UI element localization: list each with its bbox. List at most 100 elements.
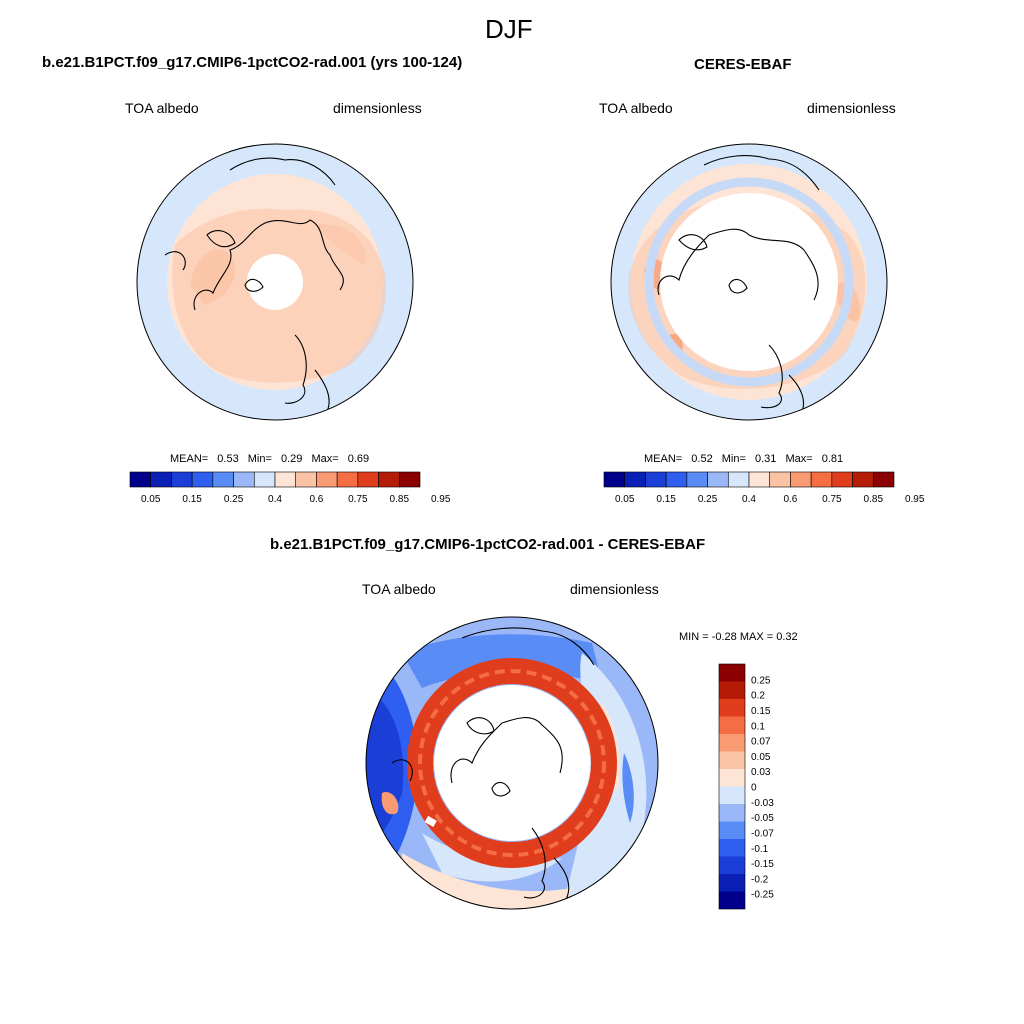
obs-variable-label: TOA albedo xyxy=(599,100,673,116)
obs-colorbar-swatch xyxy=(831,471,853,488)
model-colorbar-tick-label: 0.85 xyxy=(390,494,410,505)
model-colorbar-tick-label: 0.6 xyxy=(309,494,323,505)
obs-panel-title: CERES-EBAF xyxy=(694,56,792,73)
model-colorbar-swatch xyxy=(316,471,338,488)
diff-colorbar-swatch xyxy=(719,804,745,822)
diff-colorbar-tick-label: 0.25 xyxy=(751,675,771,686)
model-colorbar-tick-label: 0.05 xyxy=(141,494,161,505)
model-colorbar-swatch xyxy=(212,471,234,488)
diff-colorbar-tick-label: -0.05 xyxy=(751,813,774,824)
diff-colorbar-swatch xyxy=(719,699,745,717)
model-colorbar-swatch xyxy=(233,471,255,488)
obs-polar-map xyxy=(610,143,888,421)
model-panel-title: b.e21.B1PCT.f09_g17.CMIP6-1pctCO2-rad.00… xyxy=(42,54,463,71)
model-colorbar-swatch xyxy=(129,471,152,488)
model-colorbar-swatch xyxy=(336,471,359,488)
model-max-value: 0.69 xyxy=(347,453,370,465)
obs-colorbar-swatch xyxy=(790,471,812,488)
model-colorbar-swatch xyxy=(357,471,379,488)
model-colorbar-tick-label: 0.95 xyxy=(431,494,451,505)
model-colorbar-tick-label: 0.75 xyxy=(348,494,368,505)
model-colorbar: 0.05 0.15 0.25 0.4 0.6 0.75 0.85 0.95 xyxy=(129,471,451,505)
diff-colorbar-swatch xyxy=(719,891,745,909)
obs-colorbar-tick-label: 0.6 xyxy=(783,494,797,505)
obs-colorbar-tick-label: 0.4 xyxy=(742,494,756,505)
diff-colorbar-tick-label: -0.07 xyxy=(751,828,774,839)
diff-variable-label: TOA albedo xyxy=(362,581,436,597)
model-colorbar-swatch xyxy=(150,471,172,488)
obs-colorbar-tick-label: 0.85 xyxy=(864,494,884,505)
model-colorbar-tick-label: 0.25 xyxy=(224,494,244,505)
figure-title: DJF xyxy=(485,14,533,44)
model-colorbar-swatch xyxy=(274,471,297,488)
obs-min-label: Min= xyxy=(721,453,746,465)
obs-colorbar-swatch xyxy=(727,471,750,488)
obs-colorbar-swatch xyxy=(645,471,667,488)
model-min-label: Min= xyxy=(247,453,272,465)
obs-colorbar-swatch xyxy=(665,471,688,488)
obs-stats: MEAN= 0.52 Min= 0.31 Max= 0.81 xyxy=(644,453,843,465)
obs-units-label: dimensionless xyxy=(807,100,896,116)
obs-colorbar-tick-label: 0.75 xyxy=(822,494,842,505)
diff-colorbar-swatch xyxy=(719,681,745,699)
obs-colorbar: 0.05 0.15 0.25 0.4 0.6 0.75 0.85 0.95 xyxy=(603,471,925,505)
obs-colorbar-swatch xyxy=(603,471,626,488)
diff-colorbar-tick-label: -0.1 xyxy=(751,844,769,855)
model-colorbar-swatch xyxy=(253,471,276,488)
model-mean-value: 0.53 xyxy=(217,453,239,465)
diff-colorbar-swatch xyxy=(719,664,745,682)
obs-colorbar-tick-label: 0.05 xyxy=(615,494,635,505)
model-polar-map xyxy=(136,143,414,421)
obs-mean-label: MEAN= xyxy=(644,453,683,465)
obs-colorbar-swatch xyxy=(686,471,708,488)
diff-colorbar-swatch xyxy=(719,786,745,804)
obs-colorbar-swatch xyxy=(707,471,729,488)
diff-colorbar: 0.25 0.2 0.15 0.1 0.07 0.05 0.03 0 -0.03 -0.05 -0.… xyxy=(718,663,774,910)
diff-colorbar-tick-label: -0.15 xyxy=(751,859,774,870)
diff-colorbar-swatch xyxy=(719,839,745,857)
obs-colorbar-swatch xyxy=(872,471,895,488)
obs-max-value: 0.81 xyxy=(821,453,844,465)
diff-polar-map xyxy=(365,616,659,910)
obs-colorbar-tick-label: 0.95 xyxy=(905,494,925,505)
diff-colorbar-swatch xyxy=(719,856,745,874)
obs-colorbar-swatch xyxy=(769,471,791,488)
model-variable-label: TOA albedo xyxy=(125,100,199,116)
diff-colorbar-tick-label: 0.15 xyxy=(751,706,771,717)
diff-colorbar-swatch xyxy=(719,874,745,892)
obs-mean-value: 0.52 xyxy=(691,453,713,465)
diff-colorbar-tick-label: 0 xyxy=(751,783,757,794)
diff-minmax-text: MIN = -0.28 MAX = 0.32 xyxy=(679,631,798,643)
model-mean-label: MEAN= xyxy=(170,453,209,465)
obs-colorbar-tick-label: 0.25 xyxy=(698,494,718,505)
model-colorbar-tick-label: 0.15 xyxy=(182,494,202,505)
diff-panel-title: b.e21.B1PCT.f09_g17.CMIP6-1pctCO2-rad.00… xyxy=(270,536,706,553)
model-colorbar-swatch xyxy=(378,471,400,488)
obs-max-label: Max= xyxy=(785,453,813,465)
obs-colorbar-tick-label: 0.15 xyxy=(656,494,676,505)
diff-units-label: dimensionless xyxy=(570,581,659,597)
model-colorbar-swatch xyxy=(295,471,317,488)
diff-colorbar-swatch xyxy=(719,751,745,769)
diff-colorbar-tick-label: 0.05 xyxy=(751,752,771,763)
diff-colorbar-swatch xyxy=(719,769,745,787)
diff-colorbar-tick-label: 0.07 xyxy=(751,737,771,748)
model-max-label: Max= xyxy=(311,453,339,465)
diff-colorbar-tick-label: -0.03 xyxy=(751,798,774,809)
model-min-value: 0.29 xyxy=(280,453,303,465)
model-colorbar-tick-label: 0.4 xyxy=(268,494,282,505)
obs-colorbar-swatch xyxy=(624,471,646,488)
model-colorbar-swatch xyxy=(191,471,214,488)
obs-colorbar-swatch xyxy=(810,471,833,488)
diff-colorbar-tick-label: -0.2 xyxy=(751,874,769,885)
diff-colorbar-swatch xyxy=(719,821,745,839)
model-colorbar-swatch xyxy=(171,471,193,488)
diff-colorbar-tick-label: 0.2 xyxy=(751,691,765,702)
diff-colorbar-tick-label: -0.25 xyxy=(751,890,774,901)
model-stats: MEAN= 0.53 Min= 0.29 Max= 0.69 xyxy=(170,453,369,465)
diff-colorbar-swatch xyxy=(719,734,745,752)
model-units-label: dimensionless xyxy=(333,100,422,116)
model-colorbar-swatch xyxy=(398,471,421,488)
diff-colorbar-tick-label: 0.1 xyxy=(751,721,765,732)
obs-colorbar-swatch xyxy=(748,471,771,488)
